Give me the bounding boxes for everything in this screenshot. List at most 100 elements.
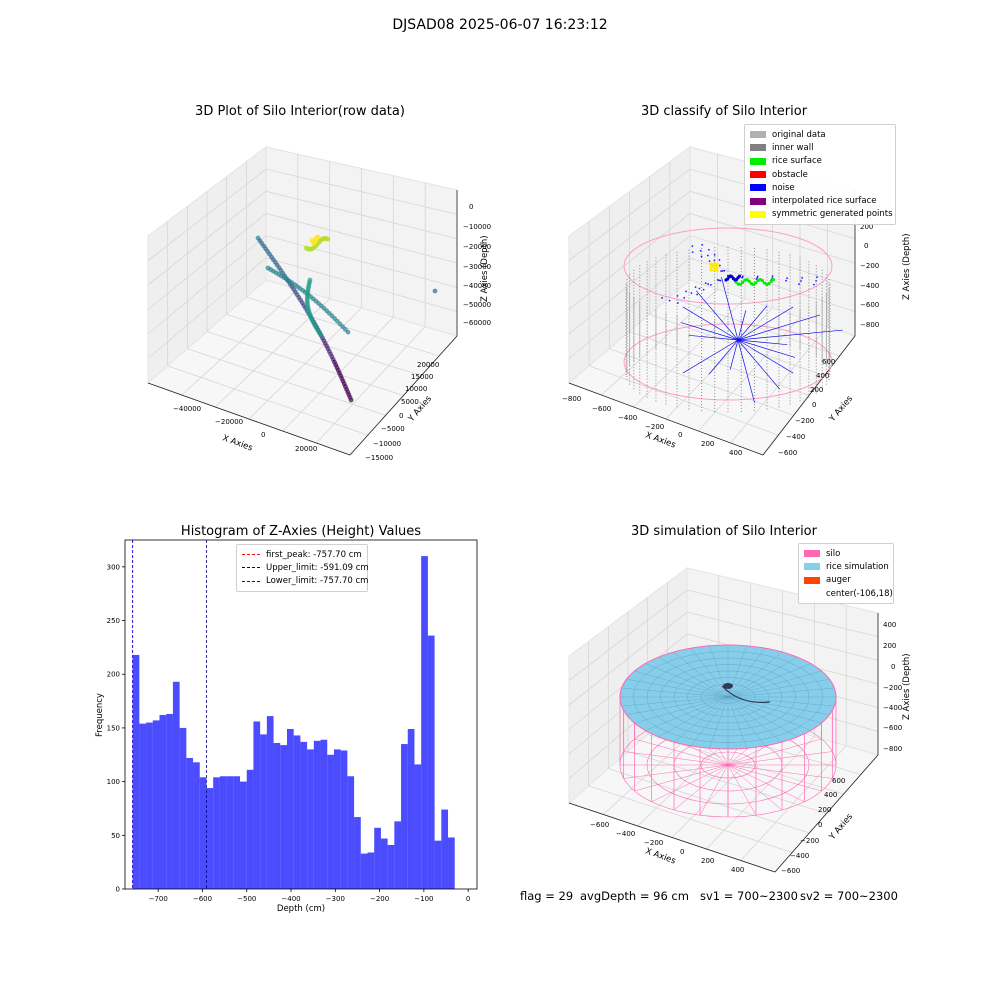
noise-point <box>721 270 724 272</box>
panel4-y-ticks: −600 −400 −200 0 200 400 600 <box>781 777 845 875</box>
grid-line <box>568 611 879 706</box>
legend-label: Lower_limit: -757.70 cm <box>266 576 369 587</box>
panel2-ztick: 0 <box>864 242 868 250</box>
y-tick-label: 0 <box>116 886 120 894</box>
noise-point <box>700 255 703 258</box>
panel4-z-label: Z Axies (Depth) <box>902 653 912 720</box>
histogram-bar <box>347 776 355 889</box>
panel4-xtick: 400 <box>731 866 744 874</box>
panel1-ztick: −20000 <box>463 243 491 251</box>
rice-mesh-spoke <box>727 670 822 698</box>
y-tick-label: 200 <box>107 671 120 679</box>
panel4-xtick: −600 <box>590 821 609 829</box>
legend-item-auger: auger <box>804 574 888 587</box>
rice-mesh-spoke <box>645 663 729 698</box>
noise-point <box>677 302 679 304</box>
legend-item-symmetric-generated-points: symmetric generated points <box>750 208 893 221</box>
panel4-ztick: −200 <box>883 684 902 692</box>
histogram-bar <box>414 764 422 889</box>
noise-point <box>771 275 774 278</box>
histogram-bar <box>260 734 267 889</box>
noise-point <box>701 243 704 246</box>
y-axis-label: Frequency <box>95 693 105 737</box>
histogram-bar <box>273 742 281 889</box>
panel4-xtick: 0 <box>680 848 684 856</box>
legend-line-swatch <box>242 580 260 582</box>
histogram-bar <box>193 762 200 889</box>
noise-point <box>713 259 716 262</box>
rice-mesh-spoke <box>727 648 766 698</box>
noise-point <box>691 251 694 254</box>
panel4-ytick: −400 <box>790 852 809 860</box>
noise-ray <box>737 339 796 358</box>
rice-mesh-spoke <box>690 696 729 746</box>
rice-mesh-spoke <box>634 670 729 698</box>
panel2-ztick: −600 <box>860 301 879 309</box>
noise-point <box>801 276 804 279</box>
y-ticks: 0 50 100 150 200 250 300 <box>107 563 125 894</box>
histogram-bar <box>266 716 274 889</box>
histogram-bar <box>280 745 287 889</box>
grid-line <box>316 326 426 444</box>
noise-point <box>786 277 789 280</box>
panel4-ytick: 200 <box>818 806 831 814</box>
histogram-bar <box>374 827 381 889</box>
symmetric-point <box>709 262 713 266</box>
histogram-bar <box>199 777 207 889</box>
noise-point <box>718 259 721 261</box>
symmetric-point <box>712 265 716 269</box>
panel4-ytick: 400 <box>824 791 837 799</box>
noise-point <box>668 299 671 302</box>
panel4-ytick: 600 <box>832 777 845 785</box>
panel1-data-points <box>255 234 438 403</box>
rice-mesh-spoke <box>621 687 729 698</box>
symmetric-point <box>715 268 719 272</box>
panel2-ztick: −400 <box>860 282 879 290</box>
panel4-xtick: −400 <box>616 830 635 838</box>
data-point <box>318 332 324 338</box>
histogram-bar <box>186 757 194 889</box>
panel2-ytick: −200 <box>795 417 814 425</box>
panel1-z-ticks: 0 −10000 −20000 −30000 −40000 −50000 −60… <box>463 203 491 327</box>
panel1-ytick: 20000 <box>417 361 439 369</box>
panel1-x-ticks: −40000 −20000 0 20000 <box>173 405 317 453</box>
panel4-axes: −600 −400 −200 0 200 400 −600 −400 −200 … <box>568 567 912 875</box>
rice-surface-point <box>771 277 775 282</box>
noise-ray <box>737 305 768 341</box>
noise-ray <box>737 339 755 403</box>
legend-swatch <box>804 576 820 584</box>
histogram-bar <box>448 837 455 889</box>
x-axis-label: Depth (cm) <box>277 904 325 914</box>
panel3-title: Histogram of Z-Axies (Height) Values <box>180 524 422 539</box>
panel1-ztick: −60000 <box>463 319 491 327</box>
histogram-bar <box>219 776 227 889</box>
legend-swatch <box>750 197 766 205</box>
legend-label: rice surface <box>772 156 822 167</box>
histogram-bar <box>206 788 214 889</box>
noise-point <box>707 248 710 251</box>
data-point <box>432 288 438 294</box>
noise-point <box>699 249 702 252</box>
noise-point <box>813 283 815 286</box>
panel4-xtick: −200 <box>644 839 663 847</box>
histogram-bar <box>327 754 334 889</box>
noise-ray <box>680 322 739 341</box>
legend-swatch <box>750 210 766 218</box>
legend-label: inner wall <box>772 142 814 153</box>
panel2-data-points <box>623 227 843 414</box>
legend-label: center(-106,18) <box>826 588 893 599</box>
panel2-ztick: −200 <box>860 262 879 270</box>
panel2-y-ticks: −600 −400 −200 0 200 400 600 <box>778 358 835 457</box>
rice-mesh-spoke <box>727 687 835 698</box>
legend-item-rice-surface: rice surface <box>750 155 890 168</box>
rice-mesh-spoke <box>727 696 835 707</box>
panel4-xtick: 200 <box>701 857 714 865</box>
noise-point <box>737 274 742 278</box>
panel1-xtick: −20000 <box>215 418 243 426</box>
histogram-bar <box>307 749 314 889</box>
noise-point <box>785 279 787 282</box>
panel2-x-label: X Axies <box>644 430 677 450</box>
panel1-axes: −40000 −20000 0 20000 −15000 −10000 −500… <box>147 145 491 462</box>
panel2-ytick: 400 <box>816 372 829 380</box>
legend-swatch <box>750 157 766 165</box>
